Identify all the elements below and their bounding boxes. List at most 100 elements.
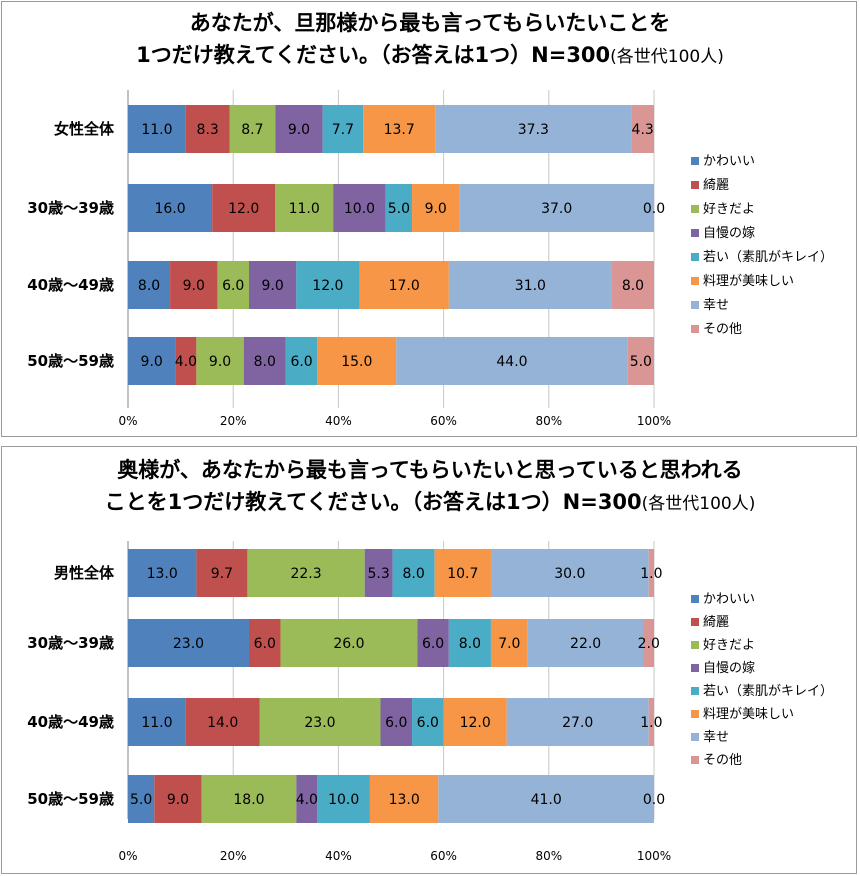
chart-title-line2: ことを1つだけ教えてください。（お答えは1つ）N=300(各世代100人) [2,487,858,519]
legend-entry: その他 [703,322,742,337]
legend-entry: 綺麗 [703,177,729,193]
data-label: 31.0 [515,278,546,294]
data-label: 12.0 [312,278,343,294]
data-label: 18.0 [233,792,264,808]
data-label: 27.0 [562,715,593,731]
x-tick-label: 80% [535,849,562,863]
bar-segment [333,184,386,232]
data-label: 6.0 [222,278,244,294]
data-label: 8.0 [402,566,424,582]
bar-segment [438,775,654,823]
legend-entry: 好きだよ [703,638,755,653]
data-label: 6.0 [254,636,276,652]
bar-segment [196,337,244,385]
data-label: 5.0 [130,792,152,808]
bar-segment [611,261,654,309]
legend-entry: 自慢の嫁 [703,225,755,241]
bar-segment [385,184,413,232]
data-label: 17.0 [389,278,420,294]
data-label: 4.3 [632,122,654,138]
legend-entry: かわいい [703,154,755,169]
chart-title-main: ことを1つだけ教えてください。（お答えは1つ）N=300 [104,490,642,514]
legend-entry: 自慢の嫁 [703,660,755,676]
bar-segment [369,775,439,823]
data-label: 12.0 [460,715,491,731]
bar-segment [363,105,436,153]
x-tick-label: 60% [430,414,457,428]
data-label: 6.0 [422,636,444,652]
category-label: 男性全体 [54,564,115,582]
bar-segment [490,549,649,597]
bar-segment [128,619,249,667]
data-label: 9.0 [262,278,284,294]
data-label: 22.3 [290,566,321,582]
legend-swatch [691,229,699,237]
legend-swatch [691,325,699,333]
chart-title-suffix: (各世代100人) [610,47,724,67]
chart-title-main: 1つだけ教えてください。（お答えは1つ）N=300 [136,43,611,67]
bar-segment [506,698,649,746]
x-tick-label: 100% [637,849,671,863]
bar-segment [212,184,276,232]
bar-segment [285,337,318,385]
data-label: 9.7 [211,566,233,582]
bar-segment [627,337,654,385]
bar-segment [448,261,612,309]
bar-segment [247,549,365,597]
bar-segment [359,261,449,309]
data-label: 11.0 [289,201,320,217]
x-tick-label: 60% [430,849,457,863]
data-label: 8.7 [241,122,263,138]
bar-segment [459,184,654,232]
legend-swatch [691,618,699,626]
bar-segment [175,337,197,385]
category-label: 50歳〜59歳 [27,352,114,370]
legend-swatch [691,277,699,285]
bar-segment [396,337,628,385]
bar-segment [259,698,381,746]
bar-segment [128,775,155,823]
category-label: 40歳〜49歳 [27,276,114,294]
bar-segment [435,105,632,153]
bar-segment [275,184,334,232]
data-label: 37.0 [541,201,572,217]
data-label: 10.0 [344,201,375,217]
bar-segment [412,698,444,746]
legend-swatch [691,710,699,718]
category-label: 30歳〜39歳 [27,634,114,652]
data-label: 8.0 [622,278,644,294]
legend-swatch [691,181,699,189]
data-label: 9.0 [425,201,447,217]
data-label: 13.7 [384,122,415,138]
data-label: 5.3 [368,566,390,582]
legend-swatch [691,756,699,764]
data-label: 23.0 [173,636,204,652]
data-label: 7.0 [498,636,520,652]
data-label: 8.0 [138,278,160,294]
data-label: 30.0 [554,566,585,582]
data-label: 16.0 [154,201,185,217]
bar-segment [631,105,654,153]
data-label: 6.0 [290,354,312,370]
bar-segment [229,105,276,153]
x-tick-label: 0% [118,414,137,428]
legend-swatch [691,205,699,213]
bar-segment [280,619,418,667]
bar-segment [201,775,297,823]
data-label: 9.0 [183,278,205,294]
bar-segment [412,184,460,232]
data-label: 1.0 [640,566,662,582]
x-tick-label: 80% [535,414,562,428]
bar-segment [128,105,186,153]
x-tick-label: 100% [637,414,671,428]
legend-entry: その他 [703,753,742,768]
data-label: 0.0 [643,201,665,217]
data-label: 5.0 [388,201,410,217]
chart-panel-wife: あなたが、旦那様から最も言ってもらいたいことを 1つだけ教えてください。（お答え… [1,1,857,437]
data-label: 37.3 [518,122,549,138]
data-label: 9.0 [141,354,163,370]
data-label: 10.7 [447,566,478,582]
legend-entry: 若い（素肌がキレイ） [703,683,833,699]
data-label: 11.0 [141,715,172,731]
legend-swatch [691,641,699,649]
